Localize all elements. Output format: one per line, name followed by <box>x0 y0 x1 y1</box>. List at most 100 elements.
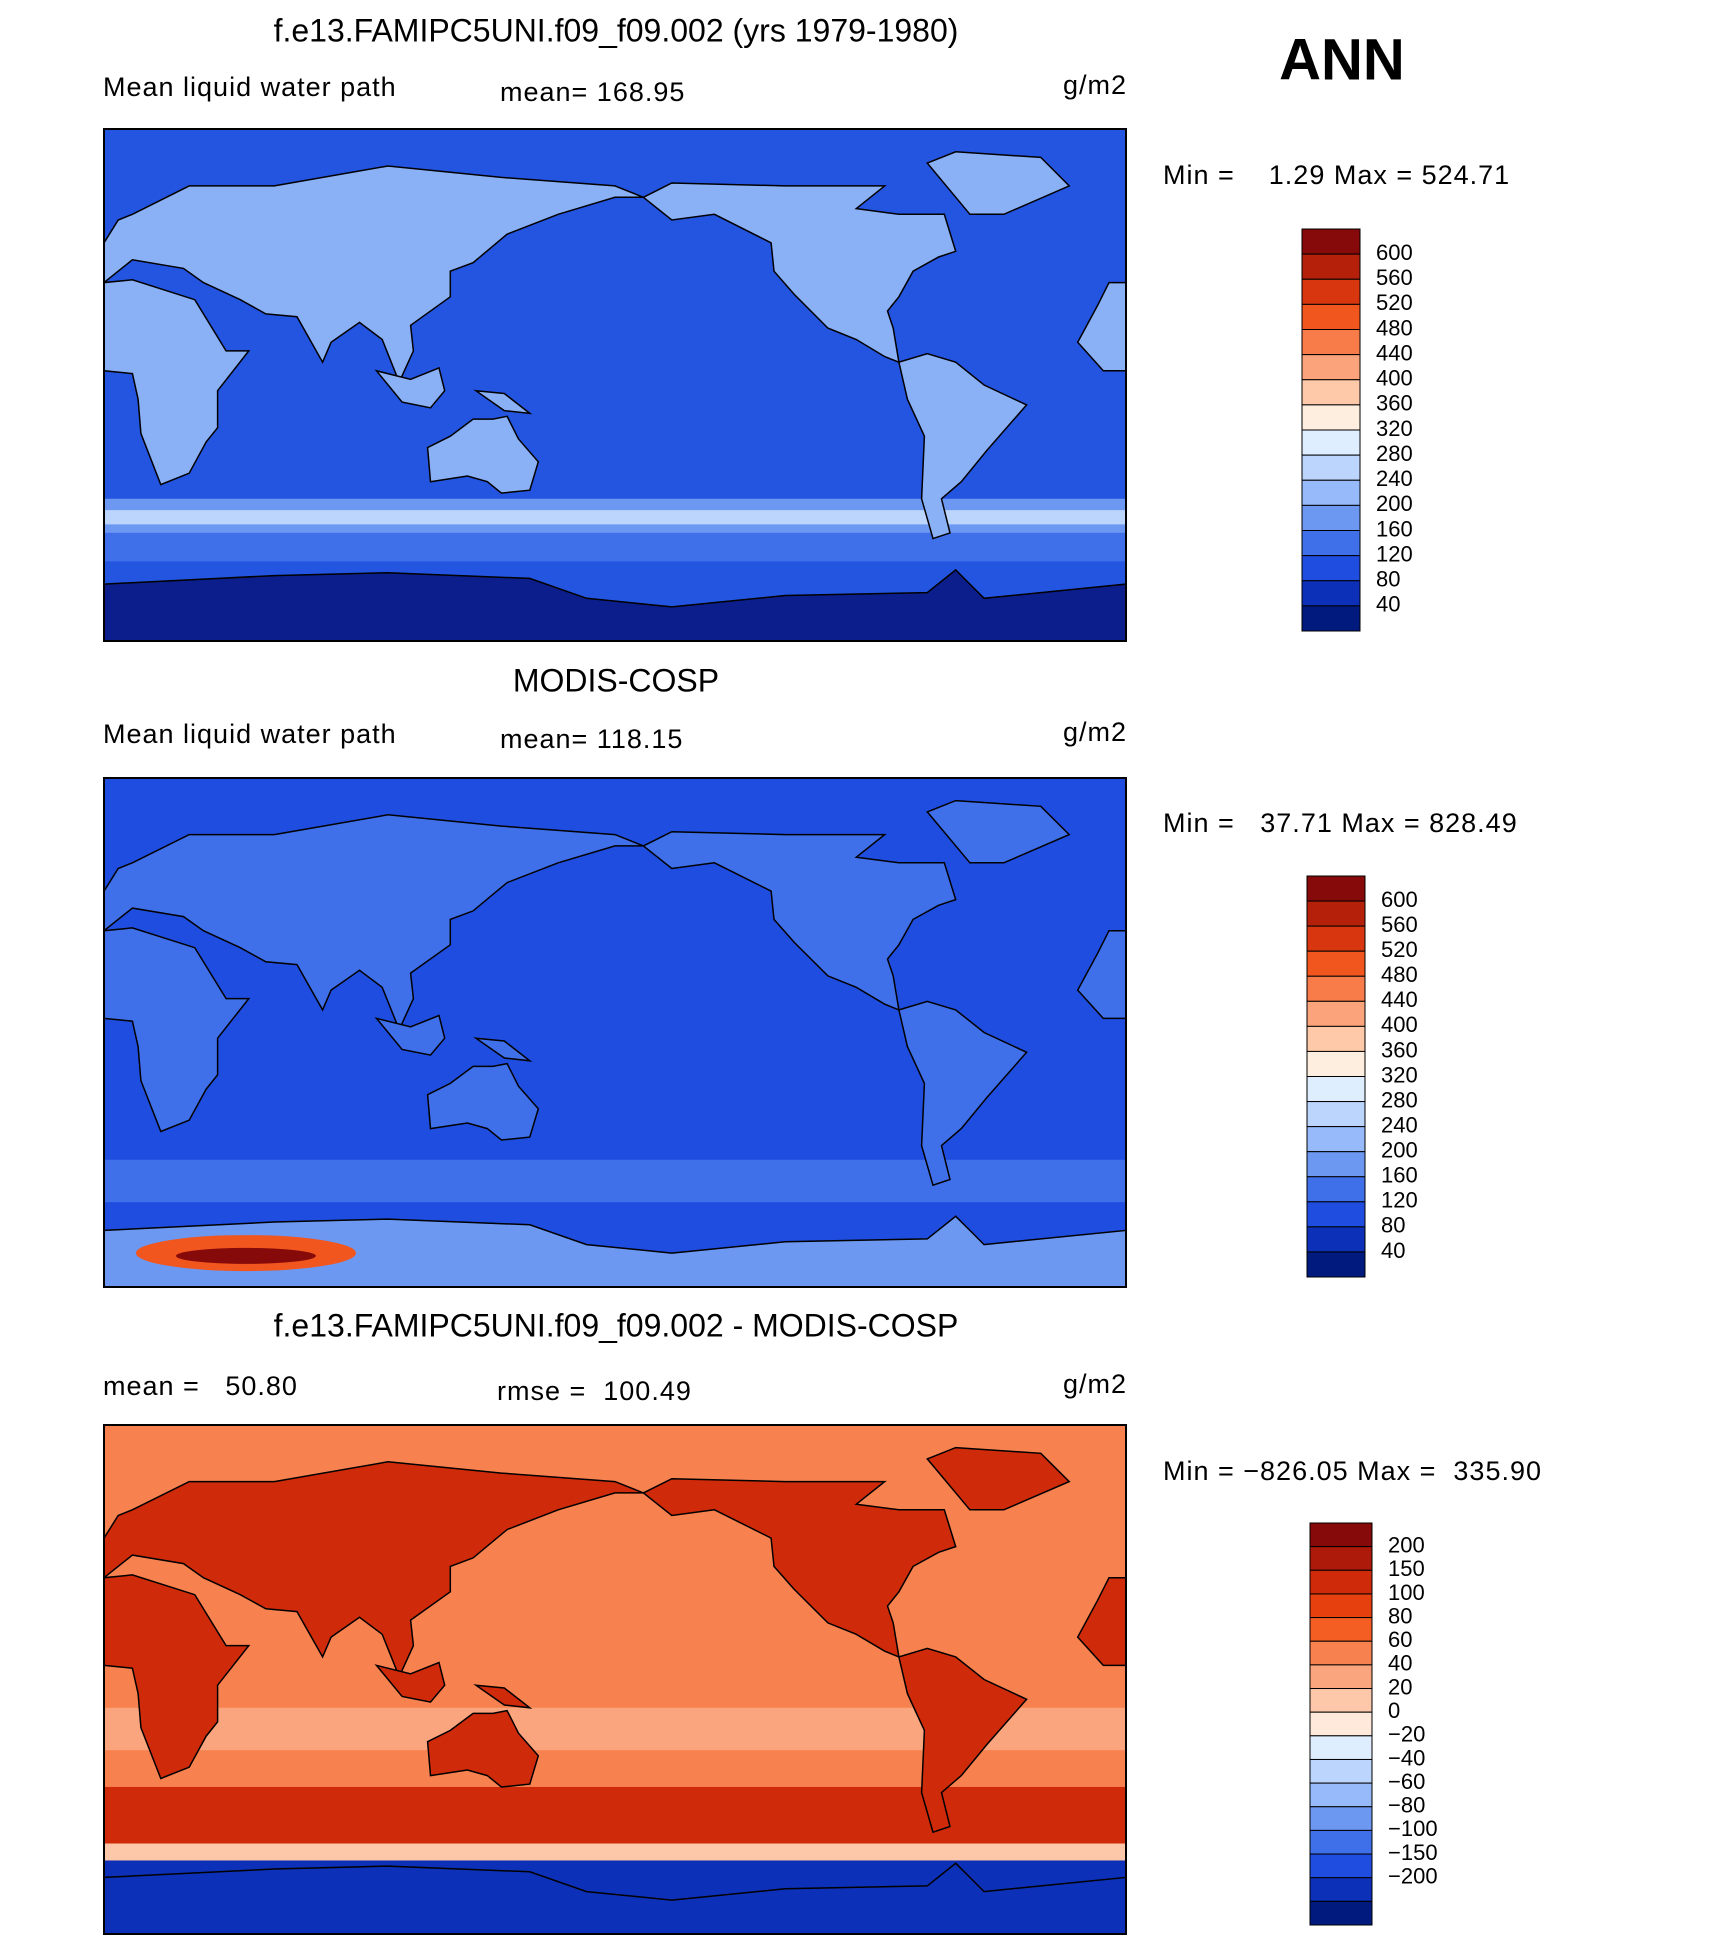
land <box>103 814 644 1032</box>
colorbar-box <box>1301 253 1361 280</box>
colorbar-label: 120 <box>1381 1188 1418 1213</box>
land <box>926 1446 1071 1511</box>
map <box>103 777 1127 1288</box>
colorbar-box <box>1309 1688 1373 1713</box>
map-band <box>104 1843 1126 1861</box>
colorbar-label: 60 <box>1388 1627 1412 1652</box>
colorbar-box <box>1306 1226 1366 1253</box>
colorbar-label: 600 <box>1381 887 1418 912</box>
colorbar-label: −150 <box>1388 1840 1438 1865</box>
colorbar-box <box>1306 925 1366 952</box>
colorbar-label: −100 <box>1388 1816 1438 1841</box>
colorbar-box <box>1306 1151 1366 1178</box>
colorbar-box <box>1301 278 1361 305</box>
colorbar-box <box>1306 1126 1366 1153</box>
panel-title: f.e13.FAMIPC5UNI.f09_f09.002 (yrs 1979-1… <box>274 12 959 48</box>
colorbar-label: 440 <box>1381 987 1418 1012</box>
colorbar-box <box>1301 329 1361 356</box>
panel-title: MODIS-COSP <box>513 662 719 698</box>
colorbar-box <box>1309 1735 1373 1760</box>
colorbar-label: 440 <box>1376 340 1413 365</box>
map-band <box>104 532 1126 562</box>
colorbar-label: −80 <box>1388 1793 1425 1818</box>
map-feature <box>175 1247 316 1264</box>
colorbar-box <box>1301 479 1361 506</box>
colorbar-label: 200 <box>1388 1532 1425 1557</box>
colorbar-label: 200 <box>1381 1138 1418 1163</box>
land <box>642 830 957 1012</box>
colorbar-box <box>1301 228 1361 255</box>
colorbar-label: 400 <box>1376 366 1413 391</box>
land <box>426 415 540 494</box>
map <box>103 1424 1127 1935</box>
colorbar-label: 480 <box>1381 962 1418 987</box>
colorbar-box <box>1309 1758 1373 1784</box>
panel-left-label: Mean liquid water path <box>103 719 397 749</box>
land <box>926 151 1071 216</box>
colorbar-box <box>1309 1782 1373 1808</box>
panel-stat-label: rmse = 100.49 <box>497 1376 692 1406</box>
land <box>374 1661 446 1703</box>
colorbar-label: 160 <box>1376 516 1413 541</box>
colorbar-label: 150 <box>1388 1556 1425 1581</box>
colorbar-box <box>1301 404 1361 431</box>
colorbar-label: 400 <box>1381 1012 1418 1037</box>
colorbar-label: 40 <box>1376 592 1400 617</box>
land <box>642 182 957 364</box>
colorbar-label: 280 <box>1381 1087 1418 1112</box>
colorbar-box <box>1309 1900 1373 1926</box>
colorbar-label: 40 <box>1388 1651 1412 1676</box>
colorbar-label: 20 <box>1388 1674 1412 1699</box>
colorbar-label: 320 <box>1381 1062 1418 1087</box>
colorbar-box <box>1309 1664 1373 1690</box>
map-frame <box>103 128 1127 642</box>
colorbar-label: 80 <box>1381 1213 1405 1238</box>
panel-units: g/m2 <box>1063 717 1127 747</box>
colorbar-label: −60 <box>1388 1769 1425 1794</box>
colorbar-box <box>1301 530 1361 557</box>
land <box>473 1684 533 1709</box>
land <box>898 1647 1028 1834</box>
colorbar-label: 200 <box>1376 491 1413 516</box>
colorbar-box <box>1301 504 1361 531</box>
panel-left-label: Mean liquid water path <box>103 72 397 102</box>
colorbar-label: 160 <box>1381 1163 1418 1188</box>
panel-stat-label: mean= 118.15 <box>500 724 683 754</box>
colorbar-box <box>1301 379 1361 406</box>
colorbar-box <box>1309 1711 1373 1737</box>
colorbar-box <box>1309 1640 1373 1666</box>
land <box>473 1037 533 1062</box>
colorbar-box <box>1309 1522 1373 1548</box>
range-label: Min = 37.71 Max = 828.49 <box>1163 808 1518 838</box>
colorbar-box <box>1309 1569 1373 1595</box>
colorbar-label: 100 <box>1388 1580 1425 1605</box>
colorbar-label: 320 <box>1376 416 1413 441</box>
map-band <box>104 1159 1126 1203</box>
colorbar-box <box>1309 1617 1373 1642</box>
colorbar-box <box>1306 1000 1366 1027</box>
land <box>642 1477 957 1659</box>
colorbar-label: 600 <box>1376 240 1413 265</box>
colorbar-box <box>1309 1593 1373 1619</box>
colorbar-box <box>1306 875 1366 902</box>
colorbar-box <box>1309 1829 1373 1855</box>
figure-label: ANN <box>1279 27 1405 92</box>
colorbar-label: 240 <box>1381 1112 1418 1137</box>
map-band <box>104 1786 1126 1844</box>
colorbar-label: 560 <box>1376 265 1413 290</box>
colorbar-box <box>1301 354 1361 381</box>
colorbar-label: 560 <box>1381 912 1418 937</box>
land <box>426 1709 540 1788</box>
range-label: Min = −826.05 Max = 335.90 <box>1163 1456 1542 1486</box>
panel-title: f.e13.FAMIPC5UNI.f09_f09.002 - MODIS-COS… <box>274 1307 959 1343</box>
colorbar-box <box>1309 1853 1373 1879</box>
colorbar-label: 80 <box>1388 1603 1412 1628</box>
map-frame <box>103 777 1127 1288</box>
colorbar-label: 520 <box>1381 937 1418 962</box>
range-label: Min = 1.29 Max = 524.71 <box>1163 160 1510 190</box>
colorbar-label: −20 <box>1388 1722 1425 1747</box>
colorbar-box <box>1306 1101 1366 1128</box>
land <box>426 1062 540 1141</box>
